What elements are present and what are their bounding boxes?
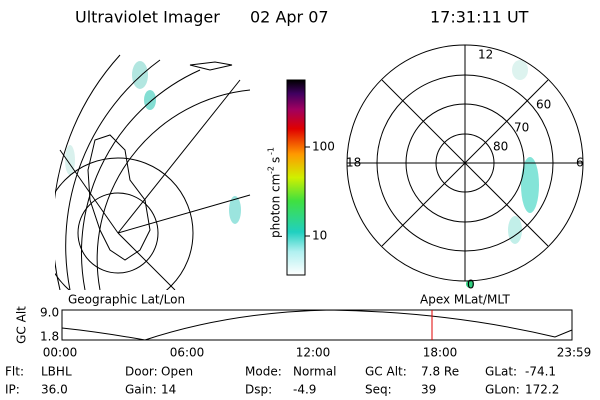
x-tick-label: 00:00 — [43, 346, 78, 360]
colorbar — [286, 79, 306, 276]
field-value: Normal — [293, 365, 336, 379]
field-value: Open — [161, 365, 193, 379]
polar-label: 18 — [346, 156, 361, 170]
field-value: LBHL — [41, 365, 72, 379]
field-label: Seq: — [365, 383, 392, 397]
time: 17:31:11 UT — [430, 8, 529, 27]
date: 02 Apr 07 — [250, 8, 329, 27]
field-value: 14 — [161, 383, 176, 397]
polar-label: 0 — [467, 278, 475, 292]
field-label: Door: — [125, 365, 158, 379]
field-value: 39 — [421, 383, 436, 397]
field-value: 7.8 Re — [421, 365, 459, 379]
field-label: GLon: — [485, 383, 520, 397]
field-value: 36.0 — [41, 383, 68, 397]
field-label: Mode: — [245, 365, 282, 379]
field-label: GLat: — [485, 365, 517, 379]
y-tick-label: 9.0 — [40, 306, 59, 320]
polar-ring-label: 80 — [493, 140, 508, 154]
field-label: Dsp: — [245, 383, 272, 397]
colorbar-unit: s — [269, 157, 283, 163]
colorbar-tick-label: 100 — [312, 140, 335, 154]
field-label: Flt: — [5, 365, 24, 379]
field-label: GC Alt: — [365, 365, 407, 379]
polar-ring-label: 70 — [514, 121, 529, 135]
polar-plot — [346, 44, 584, 288]
x-tick-label: 06:00 — [170, 346, 205, 360]
polar-ring-label: 60 — [536, 98, 551, 112]
field-label: IP: — [5, 383, 20, 397]
field-label: Gain: — [125, 383, 157, 397]
panel-title: Apex MLat/MLT — [420, 293, 510, 307]
colorbar-label-text: photon cm — [269, 174, 283, 238]
x-tick-label: 23:59 — [557, 346, 592, 360]
field-value: -74.1 — [525, 365, 556, 379]
x-tick-label: 18:00 — [423, 346, 458, 360]
colorbar-label: photon cm -2 s -1 — [267, 147, 283, 238]
y-axis-label: GC Alt — [15, 306, 29, 344]
x-tick-label: 12:00 — [296, 346, 331, 360]
colorbar-exp: -2 — [267, 166, 276, 174]
panel-title: Geographic Lat/Lon — [68, 293, 185, 307]
field-value: 172.2 — [525, 383, 559, 397]
y-tick-label: 1.8 — [40, 330, 59, 344]
altitude-curve — [61, 309, 573, 341]
colorbar-tick-label: 10 — [312, 229, 327, 243]
colorbar-exp: -1 — [267, 147, 276, 155]
polar-label: 6 — [576, 156, 584, 170]
geo-map — [55, 54, 251, 290]
polar-label: 12 — [478, 48, 493, 62]
title: Ultraviolet Imager — [75, 8, 220, 27]
field-value: -4.9 — [293, 383, 316, 397]
